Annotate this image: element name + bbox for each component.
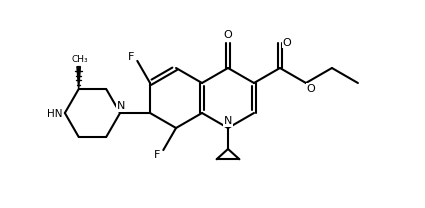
Text: HN: HN [47, 109, 62, 119]
Text: O: O [306, 84, 315, 94]
Text: F: F [128, 52, 134, 62]
Text: F: F [154, 150, 161, 160]
Text: N: N [224, 116, 232, 126]
Text: N: N [117, 101, 125, 111]
Polygon shape [77, 67, 80, 89]
Text: O: O [283, 37, 291, 47]
Text: O: O [224, 31, 232, 41]
Text: CH₃: CH₃ [71, 55, 88, 64]
